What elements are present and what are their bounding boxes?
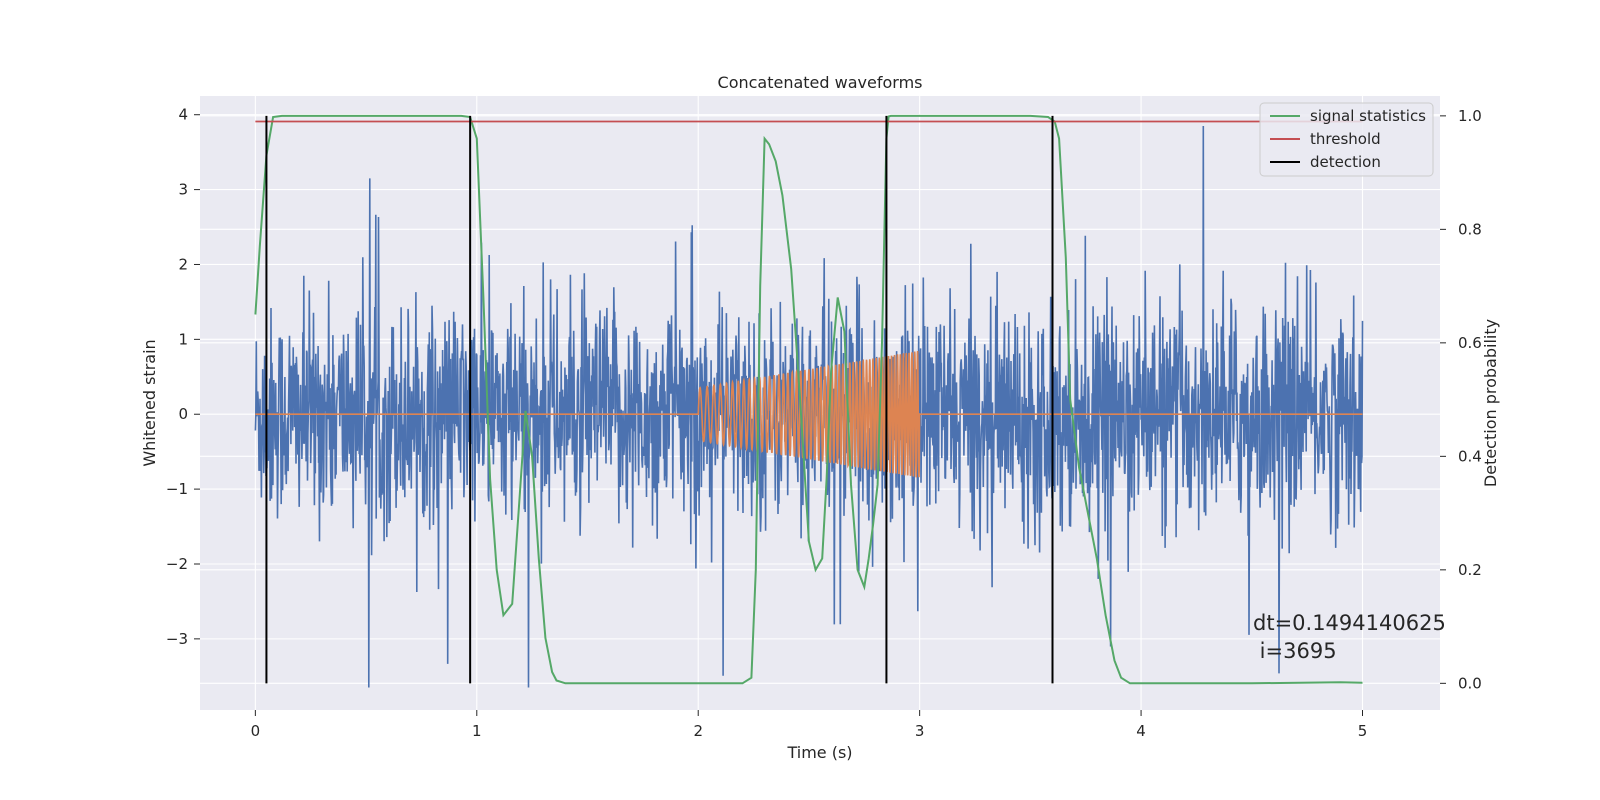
plot-series (254, 114, 1364, 688)
x-tick-label: 1 (472, 722, 482, 740)
y-tick-label: 4 (178, 106, 188, 124)
y-tick-label: −1 (166, 480, 188, 498)
y-ticks: −3 −2 −1 0 1 2 3 4 (166, 106, 200, 648)
y2-tick-label: 1.0 (1458, 107, 1482, 125)
y2-tick-label: 0.2 (1458, 561, 1482, 579)
x-axis-label: Time (s) (786, 743, 852, 762)
series-signal-statistics-line (254, 114, 1363, 685)
y-tick-label: 2 (178, 255, 188, 273)
y2-axis-label: Detection probability (1481, 319, 1500, 487)
y2-ticks: 0.0 0.2 0.4 0.6 0.8 1.0 (1440, 107, 1482, 692)
y-tick-label: 1 (178, 330, 188, 348)
legend-label-threshold: threshold (1310, 130, 1381, 148)
chart-title: Concatenated waveforms (718, 73, 923, 92)
y-tick-label: −2 (166, 555, 188, 573)
series-waveform-line (255, 350, 1363, 478)
x-tick-label: 3 (915, 722, 925, 740)
legend-label-detection: detection (1310, 153, 1381, 171)
x-tick-label: 0 (251, 722, 261, 740)
x-tick-label: 5 (1358, 722, 1368, 740)
x-tick-label: 2 (693, 722, 703, 740)
x-tick-label: 4 (1136, 722, 1146, 740)
x-ticks: 0 1 2 3 4 5 (251, 710, 1368, 740)
y2-tick-label: 0.4 (1458, 447, 1482, 465)
series-strain-line (254, 125, 1364, 688)
y2-tick-label: 0.8 (1458, 220, 1482, 238)
y-tick-label: 0 (178, 405, 188, 423)
y2-tick-label: 0.6 (1458, 334, 1482, 352)
y-tick-label: 3 (178, 181, 188, 199)
legend-box (1259, 102, 1434, 177)
annotation-dt: dt=0.1494140625 (1253, 611, 1446, 635)
y2-tick-label: 0.0 (1458, 674, 1482, 692)
y-tick-label: −3 (166, 630, 188, 648)
legend-label-signal-statistics: signal statistics (1310, 107, 1426, 125)
legend: signal statistics threshold detection (1259, 102, 1434, 177)
y-axis-label: Whitened strain (140, 339, 159, 466)
annotation-i: i=3695 (1253, 639, 1337, 663)
